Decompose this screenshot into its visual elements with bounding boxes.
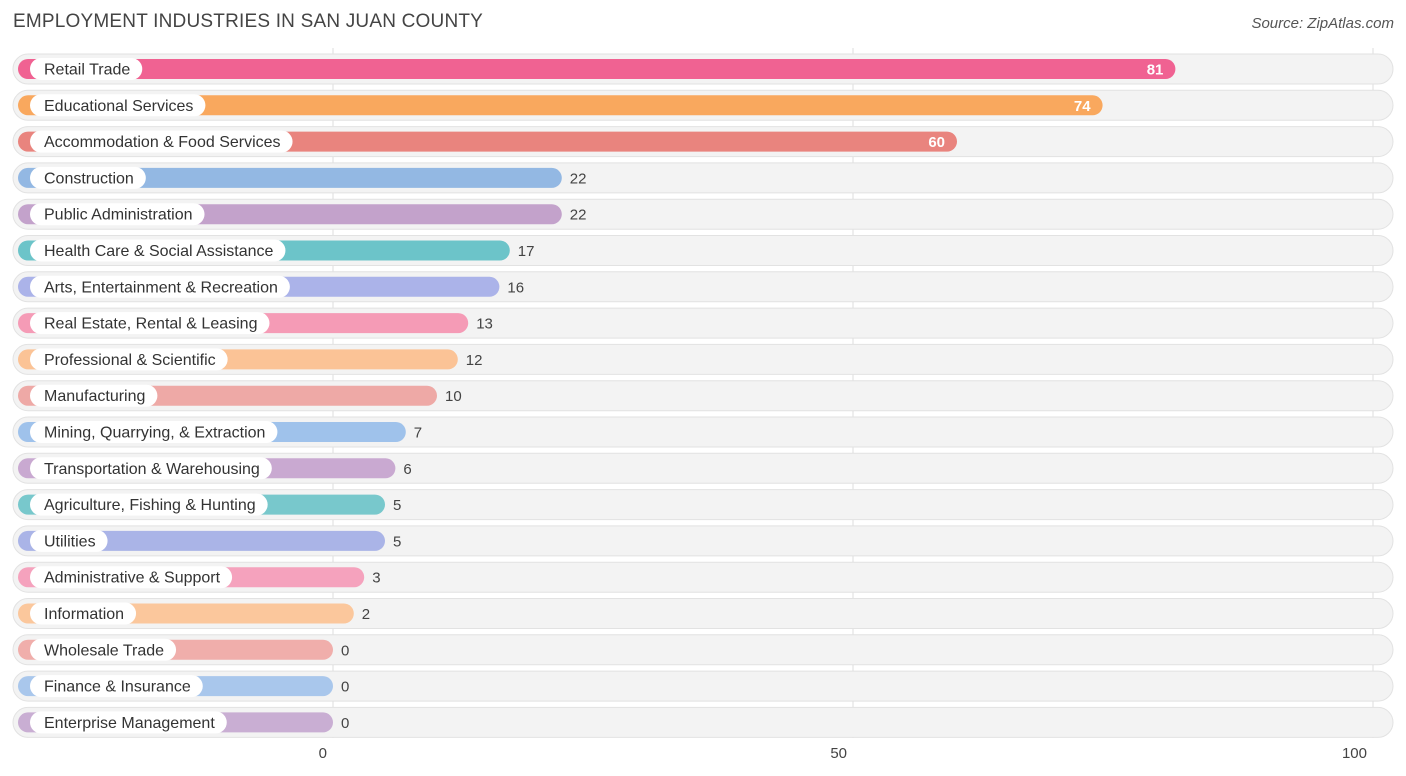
category-label-pill (30, 675, 203, 698)
bar-row: Retail Trade 81 (18, 58, 1176, 80)
category-label-pill (30, 493, 268, 516)
x-tick-label: 100 (1342, 745, 1367, 762)
bar (18, 167, 562, 188)
category-label-pill (30, 239, 286, 262)
category-label-pill (30, 384, 158, 407)
category-label: Finance & Insurance (44, 679, 191, 696)
category-label: Utilities (44, 533, 96, 550)
bar-row: Enterprise Management 0 (18, 711, 349, 734)
bar (18, 95, 1103, 116)
category-label-pill (30, 130, 293, 153)
category-label: Enterprise Management (44, 715, 215, 732)
bar-row: Agriculture, Fishing & Hunting 5 (18, 493, 401, 516)
value-label: 13 (476, 316, 493, 333)
category-label: Real Estate, Rental & Leasing (44, 316, 257, 333)
category-label: Agriculture, Fishing & Hunting (44, 497, 256, 514)
bar-row: Real Estate, Rental & Leasing 13 (18, 312, 493, 335)
x-tick-label: 0 (319, 745, 327, 762)
value-label: 6 (403, 461, 411, 478)
value-label: 22 (570, 207, 587, 224)
value-label: 0 (341, 679, 349, 696)
value-label: 10 (445, 388, 462, 405)
category-label: Manufacturing (44, 388, 145, 405)
category-label-pill (30, 421, 278, 443)
category-label-pill (30, 94, 206, 117)
category-label: Retail Trade (44, 62, 130, 79)
category-label: Wholesale Trade (44, 642, 164, 659)
category-label: Information (44, 606, 124, 623)
source-label: Source: ZipAtlas.com (1251, 15, 1394, 32)
value-label: 60 (928, 134, 945, 151)
rows-layer: Retail Trade 81 Educational Services 74 Acco… (12, 53, 1394, 738)
value-label: 12 (466, 352, 483, 369)
category-label-pill (30, 638, 177, 661)
category-label-pill (30, 275, 290, 298)
category-label-pill (30, 529, 108, 552)
value-label: 0 (341, 642, 349, 659)
category-label: Accommodation & Food Services (44, 134, 281, 151)
bar-row: Health Care & Social Assistance 17 (18, 239, 535, 262)
value-label: 81 (1147, 62, 1164, 79)
chart-title: EMPLOYMENT INDUSTRIES IN SAN JUAN COUNTY (13, 11, 484, 32)
bar-row: Finance & Insurance 0 (18, 675, 349, 698)
category-label: Arts, Entertainment & Recreation (44, 279, 278, 296)
value-label: 22 (570, 170, 587, 187)
category-label: Mining, Quarrying, & Extraction (44, 425, 265, 442)
category-label-pill (30, 203, 205, 226)
category-label-pill (30, 166, 146, 189)
value-label: 74 (1074, 98, 1091, 115)
bar-row: Educational Services 74 (18, 94, 1103, 117)
bar-row: Wholesale Trade 0 (18, 638, 349, 661)
value-label: 2 (362, 606, 370, 623)
category-label-pill (30, 348, 228, 371)
row-background (12, 706, 1394, 738)
bar-row: Administrative & Support 3 (18, 566, 381, 589)
row-background (12, 634, 1394, 666)
category-label-pill (30, 566, 233, 589)
bar-row: Arts, Entertainment & Recreation 16 (18, 275, 524, 298)
bar (18, 530, 385, 551)
category-label-pill (30, 58, 143, 80)
bar-row: Information 2 (18, 602, 370, 625)
tick-labels: 0 50 100 (319, 745, 1367, 762)
value-label: 0 (341, 715, 349, 732)
bar-row: Utilities 5 (18, 529, 401, 552)
value-label: 5 (393, 533, 401, 550)
row-background (12, 670, 1394, 702)
category-label-pill (30, 602, 137, 625)
category-label-pill (30, 312, 270, 335)
value-label: 17 (518, 243, 535, 260)
bar (18, 59, 1176, 79)
category-label: Administrative & Support (44, 570, 221, 587)
value-label: 3 (372, 570, 380, 587)
category-label: Professional & Scientific (44, 352, 216, 369)
category-label: Construction (44, 170, 134, 187)
category-label: Public Administration (44, 207, 193, 224)
row-background (12, 598, 1394, 629)
category-label-pill (30, 457, 272, 480)
bar-row: Construction 22 (18, 166, 587, 189)
x-tick-label: 50 (830, 745, 847, 762)
value-label: 16 (507, 279, 524, 296)
category-label: Health Care & Social Assistance (44, 243, 274, 260)
bar-row: Manufacturing 10 (18, 384, 462, 407)
category-label-pill (30, 711, 227, 734)
value-label: 7 (414, 425, 422, 442)
bar-row: Transportation & Warehousing 6 (18, 457, 412, 480)
category-label: Transportation & Warehousing (44, 461, 260, 478)
bar-row: Mining, Quarrying, & Extraction 7 (18, 421, 422, 443)
value-label: 5 (393, 497, 401, 514)
category-label: Educational Services (44, 98, 193, 115)
bar-row: Accommodation & Food Services 60 (18, 130, 957, 153)
bar-row: Professional & Scientific 12 (18, 348, 483, 371)
bar-row: Public Administration 22 (18, 203, 587, 226)
